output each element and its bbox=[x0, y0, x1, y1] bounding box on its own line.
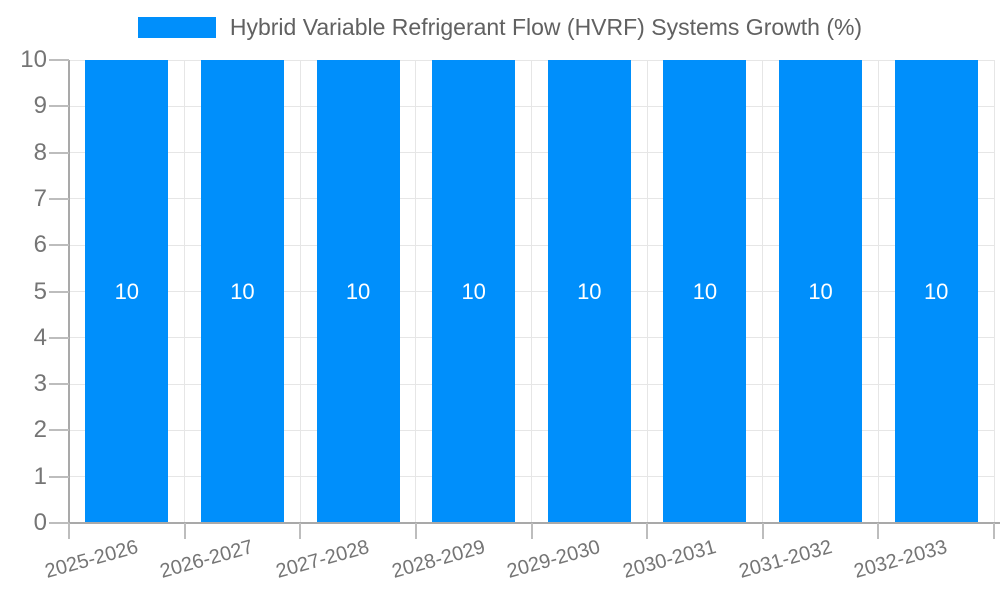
plot-area: 10 10 10 10 10 10 10 10 0 1 2 3 4 5 6 7 8 9 10 2025-2026 202… bbox=[20, 48, 1000, 583]
bar-value-label: 10 bbox=[230, 278, 255, 304]
x-gridline bbox=[415, 60, 417, 523]
x-tick-mark bbox=[530, 523, 533, 539]
y-tick-mark bbox=[49, 151, 69, 154]
y-tick-label: 7 bbox=[33, 184, 47, 212]
y-tick-label: 5 bbox=[33, 277, 47, 305]
bar[interactable]: 10 bbox=[547, 60, 631, 523]
x-tick-mark bbox=[299, 523, 302, 539]
x-tick-mark bbox=[183, 523, 186, 539]
x-gridline bbox=[646, 60, 648, 523]
x-gridline bbox=[993, 60, 995, 523]
y-axis-line bbox=[68, 60, 70, 539]
y-tick-mark bbox=[49, 290, 69, 293]
bar[interactable]: 10 bbox=[200, 60, 284, 523]
bar[interactable]: 10 bbox=[894, 60, 978, 523]
x-tick-mark bbox=[68, 523, 70, 539]
x-gridline bbox=[762, 60, 764, 523]
y-tick-mark bbox=[49, 59, 69, 61]
bar-value-label: 10 bbox=[577, 278, 602, 304]
x-tick-mark bbox=[761, 523, 764, 539]
bar-value-label: 10 bbox=[923, 278, 949, 304]
x-tick-mark bbox=[993, 523, 995, 539]
bar[interactable]: 10 bbox=[663, 60, 747, 523]
y-tick-label: 6 bbox=[33, 231, 47, 259]
x-tick-mark bbox=[877, 523, 880, 539]
x-tick-mark bbox=[646, 523, 649, 539]
x-gridline bbox=[184, 60, 186, 523]
y-tick-label: 1 bbox=[33, 462, 47, 490]
y-tick-mark bbox=[49, 475, 69, 478]
bar-value-label: 10 bbox=[808, 278, 833, 304]
bar[interactable]: 10 bbox=[316, 60, 400, 523]
y-tick-label: 2 bbox=[33, 416, 47, 444]
x-gridline bbox=[877, 60, 879, 523]
y-tick-label: 9 bbox=[33, 92, 47, 120]
bar[interactable]: 10 bbox=[779, 60, 863, 523]
y-tick-label: 10 bbox=[20, 46, 47, 73]
x-gridline bbox=[531, 60, 532, 523]
y-tick-mark bbox=[49, 244, 69, 247]
bar-value-label: 10 bbox=[692, 278, 718, 304]
y-tick-mark bbox=[49, 197, 69, 200]
legend-item[interactable]: Hybrid Variable Refrigerant Flow (HVRF) … bbox=[137, 14, 863, 41]
y-tick-mark bbox=[49, 522, 69, 524]
bar-value-label: 10 bbox=[461, 278, 486, 304]
bar-value-label: 10 bbox=[114, 278, 140, 304]
bar[interactable]: 10 bbox=[432, 60, 516, 523]
y-tick-mark bbox=[49, 336, 69, 339]
legend-label: Hybrid Variable Refrigerant Flow (HVRF) … bbox=[229, 14, 863, 40]
y-tick-mark bbox=[49, 383, 69, 386]
y-tick-label: 4 bbox=[33, 323, 47, 351]
y-tick-mark bbox=[49, 105, 69, 108]
bar[interactable]: 10 bbox=[85, 60, 169, 523]
y-tick-label: 8 bbox=[33, 138, 47, 166]
y-tick-mark bbox=[49, 429, 69, 432]
x-tick-mark bbox=[414, 523, 417, 539]
y-tick-label: 3 bbox=[33, 370, 47, 398]
y-tick-label: 0 bbox=[33, 509, 47, 536]
bar-value-label: 10 bbox=[345, 278, 371, 304]
x-axis-line bbox=[69, 522, 1000, 524]
legend: Hybrid Variable Refrigerant Flow (HVRF) … bbox=[0, 14, 1000, 41]
legend-swatch-icon bbox=[137, 17, 216, 38]
x-gridline bbox=[299, 60, 301, 523]
